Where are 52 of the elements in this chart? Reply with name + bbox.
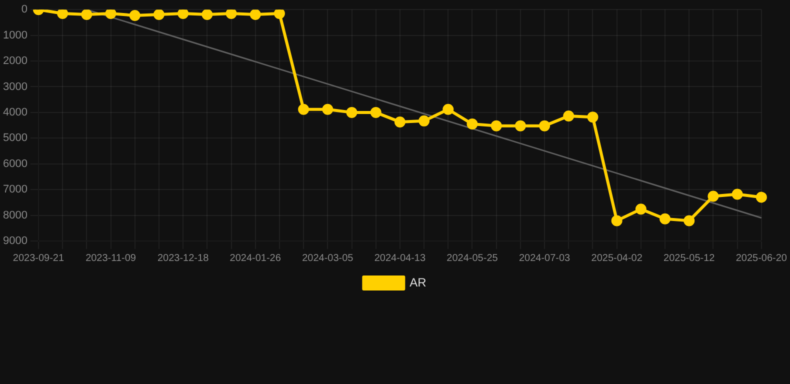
y-tick-label: 6000 bbox=[2, 158, 28, 170]
point bbox=[274, 10, 285, 19]
point bbox=[81, 10, 92, 20]
legend-label: AR bbox=[410, 275, 427, 290]
y-tick-label: 9000 bbox=[2, 235, 28, 248]
point bbox=[539, 120, 550, 132]
point bbox=[57, 10, 68, 19]
point bbox=[442, 104, 454, 115]
point bbox=[684, 215, 695, 226]
point bbox=[514, 120, 526, 132]
point bbox=[756, 192, 767, 203]
x-tick-label: 2025-05-12 bbox=[664, 252, 716, 264]
y-tick-label: 3000 bbox=[2, 80, 28, 93]
point bbox=[732, 188, 743, 200]
point bbox=[322, 104, 334, 115]
y-tick-label: 7000 bbox=[2, 184, 28, 196]
point bbox=[202, 10, 213, 20]
point bbox=[466, 118, 478, 130]
y-tick-label: 0 bbox=[21, 4, 28, 16]
point bbox=[708, 190, 719, 202]
point bbox=[635, 204, 646, 215]
point bbox=[563, 110, 574, 122]
point bbox=[129, 10, 140, 22]
point bbox=[418, 115, 430, 126]
point bbox=[346, 106, 358, 118]
x-tick-label: 2025-06-20 bbox=[736, 252, 788, 264]
x-tick-label: 2023-11-09 bbox=[86, 252, 136, 264]
y-tick-label: 5000 bbox=[2, 132, 28, 144]
point bbox=[611, 215, 622, 226]
point bbox=[370, 106, 382, 118]
y-tick-label: 1000 bbox=[2, 29, 28, 42]
point bbox=[178, 10, 189, 19]
point bbox=[226, 10, 237, 19]
point bbox=[250, 10, 261, 20]
x-tick-label: 2024-07-03 bbox=[518, 252, 571, 264]
point bbox=[490, 120, 502, 132]
x-tick-label: 2024-03-05 bbox=[302, 252, 354, 264]
x-tick-label: 2025-04-02 bbox=[591, 252, 643, 264]
point bbox=[587, 112, 598, 123]
x-tick-label: 2024-04-13 bbox=[374, 252, 426, 264]
point bbox=[298, 104, 310, 115]
y-tick-label: 8000 bbox=[2, 209, 28, 222]
y-tick-label: 2000 bbox=[2, 55, 28, 68]
point bbox=[660, 213, 671, 224]
point bbox=[153, 10, 164, 20]
y-tick-label: 4000 bbox=[2, 106, 28, 118]
point bbox=[394, 116, 406, 128]
x-tick-label: 2024-01-26 bbox=[230, 252, 282, 264]
x-tick-label: 2023-09-21 bbox=[12, 252, 64, 264]
x-tick-label: 2024-05-25 bbox=[446, 252, 498, 264]
point bbox=[105, 10, 116, 19]
x-tick-label: 2023-12-18 bbox=[157, 252, 210, 264]
